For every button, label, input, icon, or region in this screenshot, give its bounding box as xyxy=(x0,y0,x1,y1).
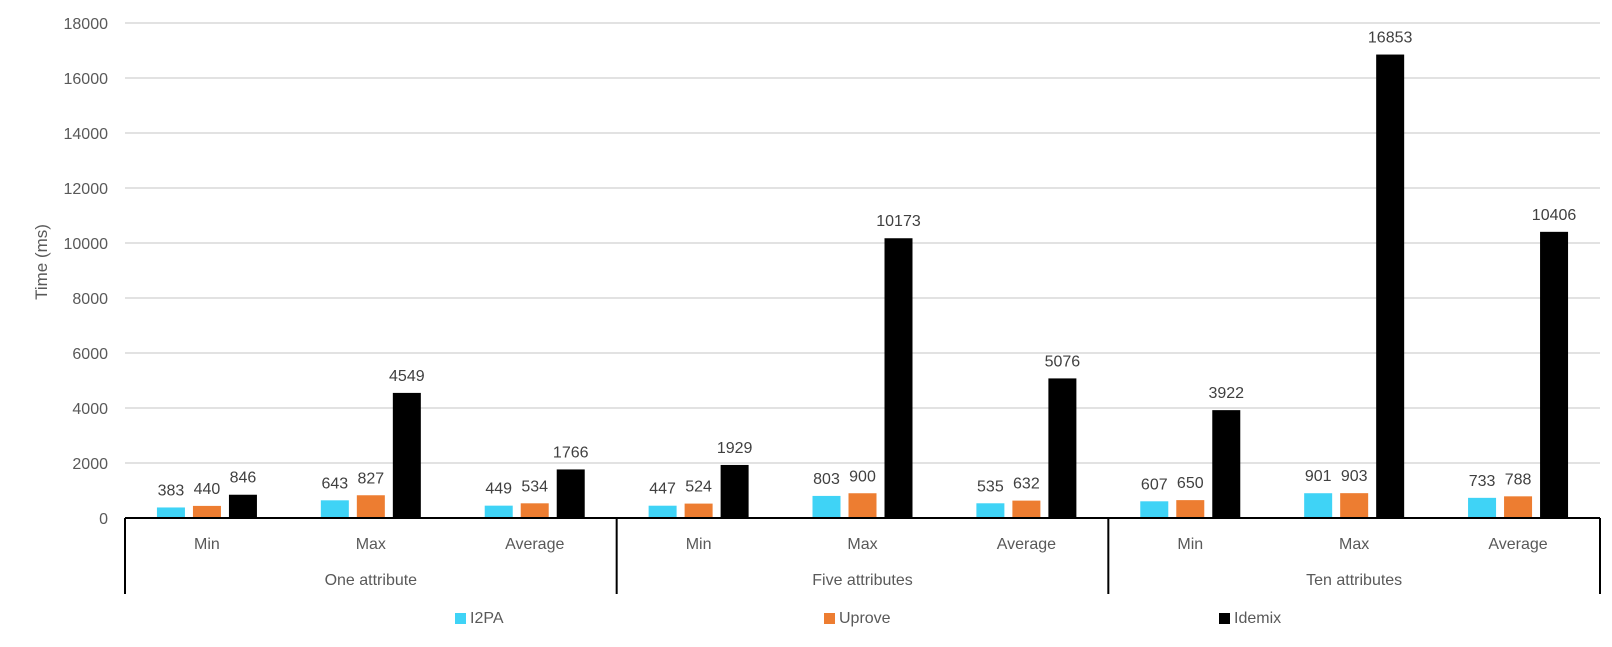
data-label: 650 xyxy=(1177,475,1204,492)
bar-i2pa xyxy=(320,500,349,518)
group-label: Ten attributes xyxy=(1306,572,1402,589)
group-label: One attribute xyxy=(325,572,418,589)
y-tick-label: 18000 xyxy=(64,16,109,33)
data-label: 1766 xyxy=(553,444,589,461)
bar-idemix xyxy=(1540,231,1569,518)
data-label: 16853 xyxy=(1368,30,1413,47)
bar-uprove xyxy=(520,503,549,518)
data-labels: 383 643 449 447 803 535 607 901 733 440 827 534 524 9… xyxy=(158,30,1577,500)
bar-idemix xyxy=(228,494,257,518)
y-tick-label: 8000 xyxy=(72,291,108,308)
legend-label: Idemix xyxy=(1234,610,1281,627)
data-label: 607 xyxy=(1141,476,1168,493)
data-label: 900 xyxy=(849,468,876,485)
data-label: 383 xyxy=(158,482,185,499)
data-label: 524 xyxy=(685,479,712,496)
data-label: 632 xyxy=(1013,476,1040,493)
bar-i2pa xyxy=(648,505,677,518)
data-label: 447 xyxy=(649,481,676,498)
legend-swatch-uprove xyxy=(824,613,835,624)
x-tick-label: Max xyxy=(356,536,386,553)
y-tick-label: 2000 xyxy=(72,456,108,473)
legend: I2PA Uprove Idemix xyxy=(455,610,1281,627)
bar-idemix xyxy=(1048,378,1077,518)
legend-label: I2PA xyxy=(470,610,504,627)
bar-uprove xyxy=(356,495,385,518)
x-tick-label: Min xyxy=(686,536,712,553)
data-label: 5076 xyxy=(1045,353,1081,370)
y-tick-label: 14000 xyxy=(64,126,109,143)
y-axis-ticks: 0 2000 4000 6000 8000 10000 12000 14000 16000 180… xyxy=(64,16,109,528)
data-label: 535 xyxy=(977,478,1004,495)
data-label: 3922 xyxy=(1208,385,1244,402)
data-label: 10173 xyxy=(876,213,921,230)
bar-idemix xyxy=(1212,410,1241,518)
group-label: Five attributes xyxy=(812,572,912,589)
y-tick-label: 12000 xyxy=(64,181,109,198)
bar-idemix xyxy=(556,469,585,518)
data-label: 10406 xyxy=(1532,207,1577,224)
y-tick-label: 16000 xyxy=(64,71,109,88)
data-label: 788 xyxy=(1505,471,1532,488)
data-label: 827 xyxy=(357,470,384,487)
x-tick-label: Average xyxy=(997,536,1056,553)
bar-idemix xyxy=(1376,54,1405,518)
bar-i2pa xyxy=(484,505,513,518)
bar-i2pa xyxy=(976,503,1005,518)
gridlines xyxy=(125,22,1600,464)
legend-swatch-i2pa xyxy=(455,613,466,624)
x-tick-label: Min xyxy=(194,536,220,553)
legend-swatch-idemix xyxy=(1219,613,1230,624)
data-label: 803 xyxy=(813,471,840,488)
bar-idemix xyxy=(392,392,421,518)
y-axis-label: Time (ms) xyxy=(32,224,51,300)
data-label: 733 xyxy=(1469,473,1496,490)
bar-uprove xyxy=(1340,493,1369,518)
x-tick-label: Max xyxy=(847,536,877,553)
data-label: 1929 xyxy=(717,440,753,457)
legend-label: Uprove xyxy=(839,610,891,627)
data-label: 4549 xyxy=(389,368,425,385)
bar-idemix xyxy=(884,238,913,518)
bar-i2pa xyxy=(812,495,841,518)
data-label: 846 xyxy=(230,470,257,487)
bar-uprove xyxy=(848,493,877,518)
y-tick-label: 6000 xyxy=(72,346,108,363)
data-label: 534 xyxy=(521,478,548,495)
bar-uprove xyxy=(684,503,713,518)
x-tick-label: Max xyxy=(1339,536,1369,553)
y-tick-label: 10000 xyxy=(64,236,109,253)
y-tick-label: 0 xyxy=(99,511,108,528)
x-tick-label: Average xyxy=(1488,536,1547,553)
bar-i2pa xyxy=(156,507,185,518)
bar-idemix xyxy=(720,464,749,518)
bars xyxy=(156,54,1569,518)
bar-uprove xyxy=(192,505,221,518)
bar-i2pa xyxy=(1140,501,1169,518)
bar-uprove xyxy=(1504,496,1533,518)
y-tick-label: 4000 xyxy=(72,401,108,418)
x-tick-label: Average xyxy=(505,536,564,553)
data-label: 449 xyxy=(485,481,512,498)
data-label: 643 xyxy=(321,475,348,492)
data-label: 903 xyxy=(1341,468,1368,485)
data-label: 440 xyxy=(194,481,221,498)
bar-i2pa xyxy=(1468,497,1497,518)
bar-i2pa xyxy=(1304,493,1333,518)
bar-uprove xyxy=(1176,500,1205,518)
x-tick-label: Min xyxy=(1177,536,1203,553)
data-label: 901 xyxy=(1305,468,1332,485)
bar-uprove xyxy=(1012,500,1041,518)
x-axis: Min Max Average Min Max Average Min Max Average O… xyxy=(124,517,1601,594)
